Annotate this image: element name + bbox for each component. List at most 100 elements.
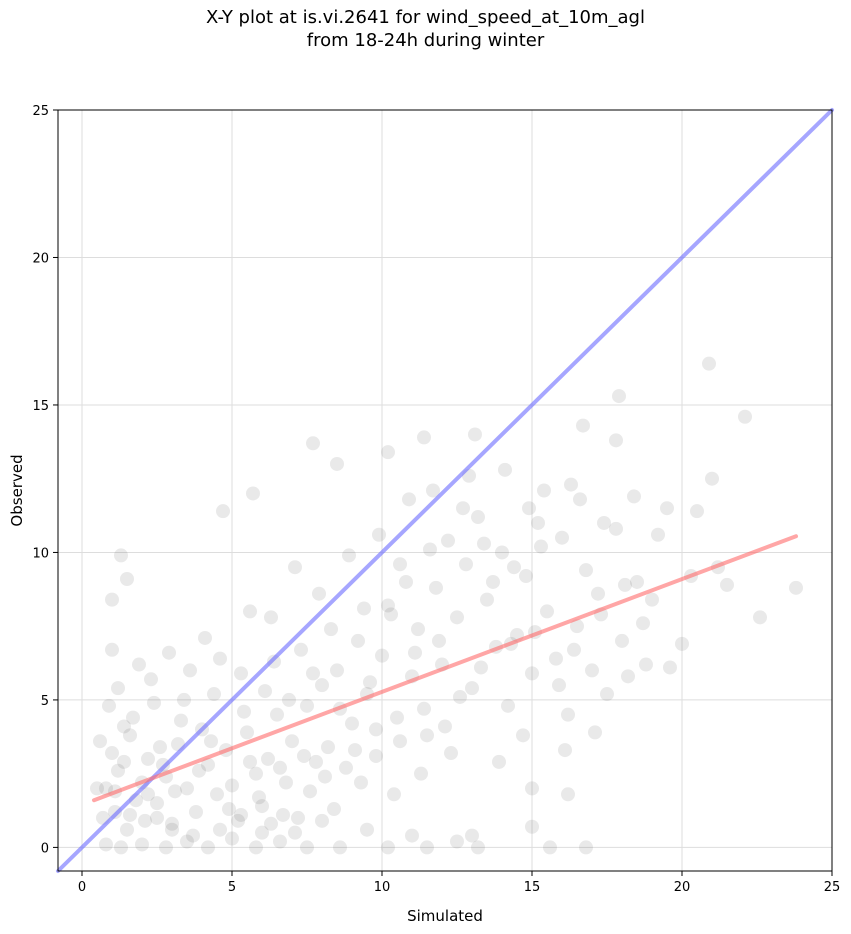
data-point — [651, 527, 665, 542]
data-point — [402, 492, 416, 507]
data-point — [576, 418, 590, 433]
data-point — [381, 840, 395, 855]
data-point — [117, 719, 131, 734]
data-point — [234, 807, 248, 822]
data-point — [201, 757, 215, 772]
data-point — [297, 748, 311, 763]
chart-title-line-2: from 18-24h during winter — [306, 30, 545, 51]
regression-line — [92, 534, 798, 803]
data-point — [645, 592, 659, 607]
data-point — [282, 692, 296, 707]
data-point — [237, 704, 251, 719]
data-point — [720, 577, 734, 592]
data-point — [429, 580, 443, 595]
data-point — [525, 781, 539, 796]
data-point — [204, 734, 218, 749]
data-point — [225, 778, 239, 793]
data-point — [372, 527, 386, 542]
data-point — [156, 757, 170, 772]
data-point — [450, 610, 464, 625]
data-point — [507, 560, 521, 575]
data-point — [426, 483, 440, 498]
data-point — [339, 760, 353, 775]
data-point — [411, 622, 425, 637]
data-point — [414, 766, 428, 781]
data-point — [264, 816, 278, 831]
data-point — [207, 687, 221, 702]
data-point — [363, 675, 377, 690]
data-point — [417, 701, 431, 716]
data-point — [99, 781, 113, 796]
data-point — [579, 840, 593, 855]
data-point — [105, 746, 119, 761]
data-point — [270, 707, 284, 722]
data-point — [114, 548, 128, 563]
data-point — [609, 521, 623, 536]
axis-ticks: 0 5 10 15 20 25 0 5 10 15 20 25 — [32, 104, 840, 895]
x-axis-label: Simulated — [407, 907, 483, 925]
reference-lines — [56, 108, 834, 873]
data-point — [408, 645, 422, 660]
data-point — [123, 728, 137, 743]
data-point — [384, 607, 398, 622]
data-point — [558, 743, 572, 758]
data-point — [555, 530, 569, 545]
data-point — [162, 645, 176, 660]
y-tick-label: 20 — [32, 251, 49, 266]
data-point — [315, 813, 329, 828]
data-point — [570, 619, 584, 634]
y-tick-label: 0 — [41, 841, 49, 856]
data-point — [564, 477, 578, 492]
data-point — [579, 563, 593, 578]
data-point — [630, 574, 644, 589]
data-point — [618, 577, 632, 592]
data-point — [636, 616, 650, 631]
data-point — [621, 669, 635, 684]
data-point — [300, 840, 314, 855]
y-axis-label: Observed — [8, 454, 26, 526]
data-point — [591, 586, 605, 601]
data-point — [111, 763, 125, 778]
data-point — [390, 710, 404, 725]
data-point — [249, 840, 263, 855]
data-point — [471, 510, 485, 525]
data-point — [117, 754, 131, 769]
data-point — [627, 489, 641, 504]
data-point — [525, 666, 539, 681]
data-point — [393, 734, 407, 749]
data-point — [561, 707, 575, 722]
data-point — [273, 760, 287, 775]
data-point — [93, 734, 107, 749]
data-point — [393, 557, 407, 572]
data-point — [387, 787, 401, 802]
data-point — [126, 710, 140, 725]
data-point — [330, 456, 344, 471]
data-point — [273, 834, 287, 849]
data-point — [357, 601, 371, 616]
data-point — [306, 666, 320, 681]
plot-frame — [57, 109, 833, 872]
data-point — [189, 805, 203, 820]
data-point — [153, 740, 167, 755]
data-point — [609, 433, 623, 448]
data-point — [639, 657, 653, 672]
data-point — [438, 719, 452, 734]
data-point — [534, 539, 548, 554]
data-point — [159, 840, 173, 855]
data-point — [432, 633, 446, 648]
data-point — [300, 698, 314, 713]
data-point — [573, 492, 587, 507]
data-point — [351, 633, 365, 648]
data-point — [291, 810, 305, 825]
data-point — [588, 725, 602, 740]
data-point — [105, 642, 119, 657]
data-point — [369, 748, 383, 763]
data-point — [522, 501, 536, 516]
data-point — [348, 743, 362, 758]
data-point — [99, 837, 113, 852]
data-point — [705, 471, 719, 486]
data-point — [444, 746, 458, 761]
data-point — [471, 840, 485, 855]
data-point — [531, 515, 545, 530]
data-point — [498, 462, 512, 477]
